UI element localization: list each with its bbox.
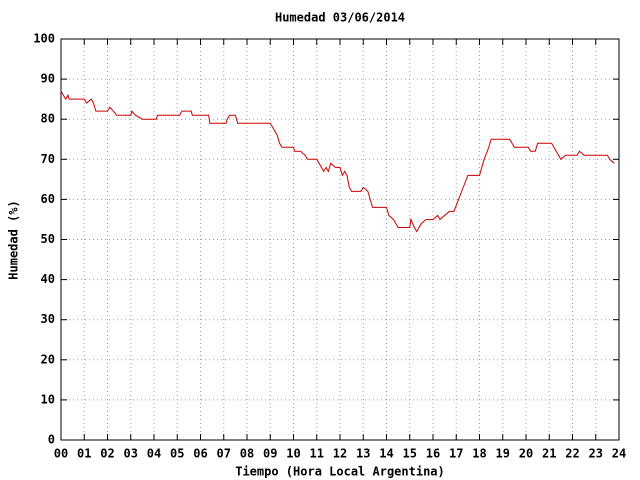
x-tick-label: 19 <box>496 447 510 461</box>
y-tick-label: 30 <box>41 312 55 326</box>
x-tick-label: 24 <box>612 447 626 461</box>
x-tick-label: 14 <box>379 447 393 461</box>
x-tick-label: 16 <box>426 447 440 461</box>
x-tick-label: 09 <box>263 447 277 461</box>
x-tick-label: 02 <box>100 447 114 461</box>
x-tick-label: 10 <box>286 447 300 461</box>
x-tick-label: 23 <box>589 447 603 461</box>
y-tick-label: 50 <box>41 232 55 246</box>
y-tick-label: 20 <box>41 352 55 366</box>
x-tick-label: 13 <box>356 447 370 461</box>
x-tick-label: 11 <box>310 447 324 461</box>
x-tick-label: 04 <box>147 447 161 461</box>
x-tick-label: 12 <box>333 447 347 461</box>
y-tick-label: 10 <box>41 392 55 406</box>
y-tick-label: 60 <box>41 192 55 206</box>
x-tick-label: 22 <box>565 447 579 461</box>
plot-border <box>60 38 620 441</box>
x-tick-label: 15 <box>403 447 417 461</box>
x-tick-label: 01 <box>77 447 91 461</box>
x-tick-label: 08 <box>240 447 254 461</box>
x-tick-label: 07 <box>217 447 231 461</box>
x-tick-label: 00 <box>54 447 68 461</box>
y-axis-label: Humedad (%) <box>7 200 21 279</box>
y-tick-label: 70 <box>41 152 55 166</box>
x-tick-label: 20 <box>519 447 533 461</box>
x-tick-label: 17 <box>449 447 463 461</box>
y-tick-label: 0 <box>48 433 55 447</box>
x-axis-label: Tiempo (Hora Local Argentina) <box>235 465 445 479</box>
x-tick-label: 05 <box>170 447 184 461</box>
x-tick-label: 18 <box>472 447 486 461</box>
x-tick-label: 06 <box>193 447 207 461</box>
y-tick-label: 80 <box>41 112 55 126</box>
y-tick-label: 90 <box>41 72 55 86</box>
data-line <box>60 90 615 233</box>
chart-title: Humedad 03/06/2014 <box>275 11 405 25</box>
x-tick-label: 03 <box>124 447 138 461</box>
y-tick-label: 100 <box>33 32 55 46</box>
y-tick-label: 40 <box>41 272 55 286</box>
x-tick-label: 21 <box>542 447 556 461</box>
